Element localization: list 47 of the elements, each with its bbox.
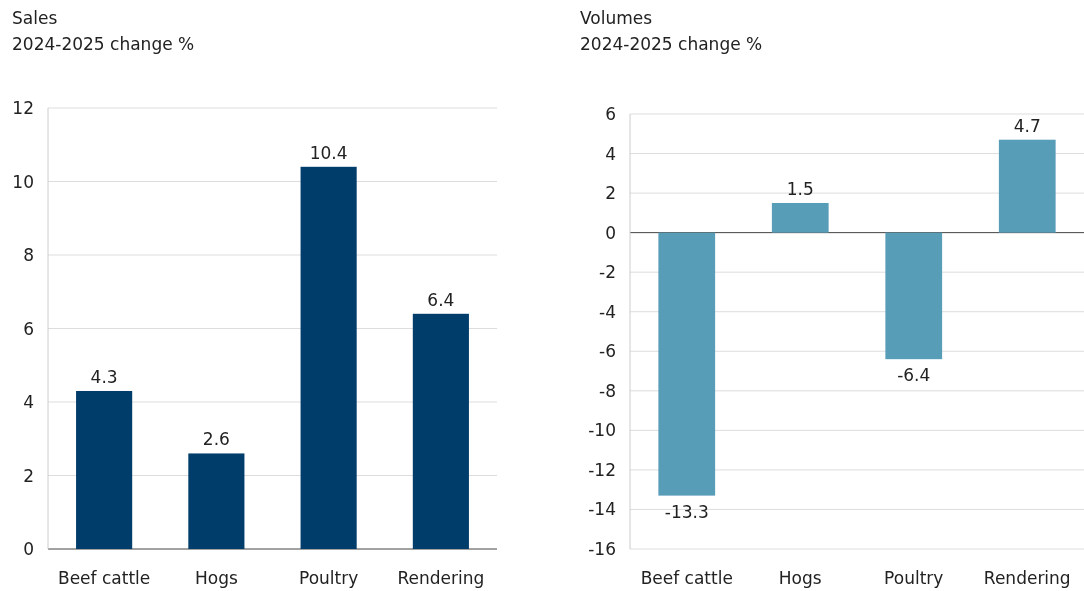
y-tick-label: 4 (605, 143, 616, 164)
chart-title: Sales (12, 8, 58, 28)
data-label: 6.4 (427, 289, 455, 310)
data-label: 1.5 (786, 178, 814, 199)
bar (771, 202, 829, 233)
y-tick-label: -8 (599, 380, 616, 401)
bar (188, 453, 245, 549)
y-tick-label: 0 (605, 222, 616, 243)
y-tick-label: 4 (23, 392, 34, 412)
bar (885, 232, 943, 360)
y-tick-label: -2 (599, 262, 616, 283)
chart-subtitle: 2024-2025 change % (580, 34, 763, 54)
y-tick-label: 2 (605, 183, 616, 204)
y-tick-label: 0 (23, 539, 34, 559)
y-tick-label: -4 (599, 301, 616, 322)
data-label: -13.3 (664, 501, 709, 522)
chart-title: Volumes (580, 8, 653, 28)
x-tick-label: Rendering (397, 568, 485, 588)
data-label: 4.3 (90, 366, 118, 387)
y-tick-label: -6 (599, 341, 616, 362)
data-label: 10.4 (309, 142, 348, 163)
bar (658, 232, 716, 496)
x-tick-label: Poultry (884, 568, 944, 588)
y-tick-label: -12 (588, 459, 616, 480)
y-tick-label: 6 (605, 104, 616, 124)
x-tick-label: Rendering (983, 568, 1071, 588)
x-tick-label: Beef cattle (58, 568, 151, 588)
y-tick-label: 2 (23, 465, 34, 486)
bar (998, 139, 1056, 233)
y-tick-label: -16 (588, 539, 616, 559)
data-label: 2.6 (202, 429, 230, 450)
x-tick-label: Hogs (778, 568, 822, 588)
data-label: 4.7 (1013, 115, 1041, 136)
x-tick-label: Beef cattle (640, 568, 733, 588)
x-tick-label: Hogs (194, 568, 238, 588)
bar (300, 166, 357, 549)
chart-subtitle: 2024-2025 change % (12, 34, 195, 54)
y-tick-label: -10 (588, 420, 616, 441)
y-tick-label: 8 (23, 245, 34, 265)
bar (76, 390, 133, 549)
y-tick-label: 10 (12, 171, 34, 192)
data-label: -6.4 (897, 365, 931, 386)
y-tick-label: 6 (23, 318, 34, 339)
x-tick-label: Poultry (298, 568, 359, 588)
y-tick-label: -14 (588, 499, 616, 520)
y-tick-label: 12 (12, 98, 34, 118)
bar (412, 313, 469, 549)
